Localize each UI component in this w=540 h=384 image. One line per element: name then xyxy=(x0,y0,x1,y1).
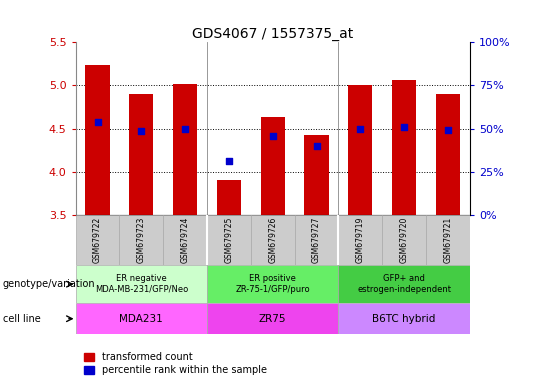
Bar xyxy=(261,118,285,215)
Text: GSM679724: GSM679724 xyxy=(180,217,190,263)
Text: ZR75: ZR75 xyxy=(259,314,286,324)
FancyBboxPatch shape xyxy=(163,215,207,265)
Title: GDS4067 / 1557375_at: GDS4067 / 1557375_at xyxy=(192,27,353,41)
FancyBboxPatch shape xyxy=(339,265,470,303)
Point xyxy=(400,124,408,130)
FancyBboxPatch shape xyxy=(295,215,339,265)
Text: genotype/variation: genotype/variation xyxy=(3,279,96,289)
Text: GSM679719: GSM679719 xyxy=(356,217,365,263)
Point xyxy=(137,128,146,134)
Text: cell line: cell line xyxy=(3,314,40,324)
Bar xyxy=(85,65,110,215)
Bar xyxy=(217,180,241,215)
Text: GSM679727: GSM679727 xyxy=(312,217,321,263)
Legend: transformed count, percentile rank within the sample: transformed count, percentile rank withi… xyxy=(80,348,271,379)
Bar xyxy=(305,135,328,215)
Bar xyxy=(392,80,416,215)
FancyBboxPatch shape xyxy=(76,215,119,265)
Text: GSM679725: GSM679725 xyxy=(225,217,233,263)
Text: GFP+ and
estrogen-independent: GFP+ and estrogen-independent xyxy=(357,275,451,294)
Bar xyxy=(173,84,197,215)
FancyBboxPatch shape xyxy=(426,215,470,265)
Point xyxy=(268,132,277,139)
FancyBboxPatch shape xyxy=(339,303,470,334)
FancyBboxPatch shape xyxy=(76,303,207,334)
FancyBboxPatch shape xyxy=(207,265,339,303)
FancyBboxPatch shape xyxy=(382,215,426,265)
Point xyxy=(312,143,321,149)
Text: ER positive
ZR-75-1/GFP/puro: ER positive ZR-75-1/GFP/puro xyxy=(235,275,310,294)
Point xyxy=(181,126,190,132)
Text: GSM679720: GSM679720 xyxy=(400,217,409,263)
Text: GSM679722: GSM679722 xyxy=(93,217,102,263)
FancyBboxPatch shape xyxy=(119,215,163,265)
Point xyxy=(93,119,102,125)
Bar xyxy=(129,94,153,215)
Text: GSM679723: GSM679723 xyxy=(137,217,146,263)
Text: GSM679726: GSM679726 xyxy=(268,217,277,263)
FancyBboxPatch shape xyxy=(207,215,251,265)
FancyBboxPatch shape xyxy=(339,215,382,265)
Text: MDA231: MDA231 xyxy=(119,314,163,324)
FancyBboxPatch shape xyxy=(76,265,207,303)
Text: GSM679721: GSM679721 xyxy=(443,217,453,263)
Bar xyxy=(436,94,460,215)
Bar xyxy=(348,85,373,215)
Point xyxy=(356,126,364,132)
FancyBboxPatch shape xyxy=(251,215,295,265)
Point xyxy=(225,158,233,164)
FancyBboxPatch shape xyxy=(207,303,339,334)
Text: ER negative
MDA-MB-231/GFP/Neo: ER negative MDA-MB-231/GFP/Neo xyxy=(94,275,188,294)
Point xyxy=(443,126,452,132)
Text: B6TC hybrid: B6TC hybrid xyxy=(373,314,436,324)
